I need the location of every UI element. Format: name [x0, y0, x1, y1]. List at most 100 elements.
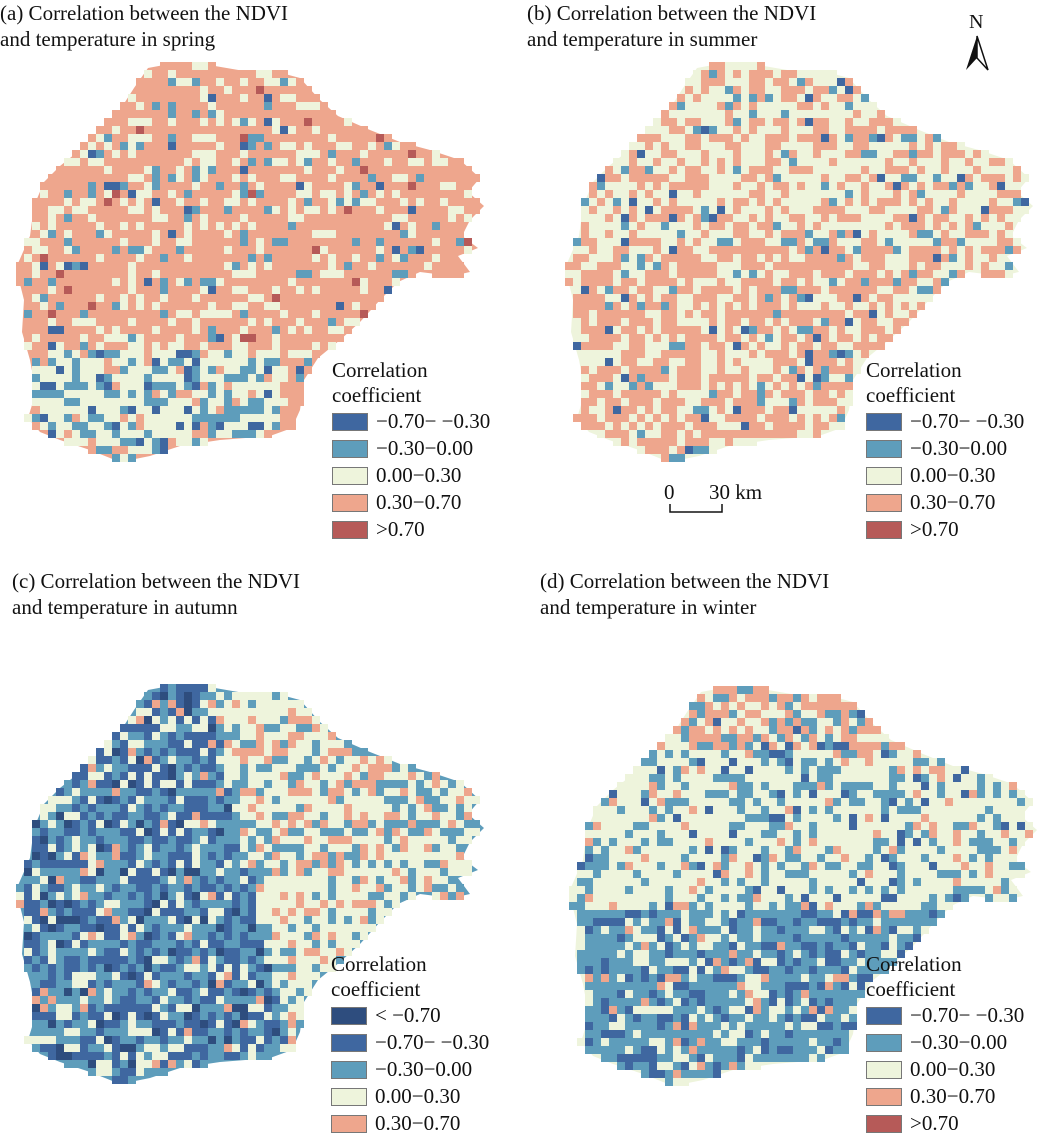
map-cell — [829, 270, 837, 278]
map-cell — [88, 246, 96, 254]
map-cell — [757, 262, 765, 270]
map-cell — [56, 238, 64, 246]
map-cell — [240, 756, 248, 764]
map-cell — [320, 206, 328, 214]
map-cell — [637, 278, 645, 286]
map-cell — [120, 764, 128, 772]
map-cell — [256, 318, 264, 326]
map-cell — [613, 342, 621, 350]
map-cell — [789, 206, 797, 214]
map-cell — [280, 230, 288, 238]
map-cell — [264, 270, 272, 278]
map-cell — [749, 406, 757, 414]
map-cell — [573, 334, 581, 342]
map-cell — [128, 214, 136, 222]
map-cell — [821, 110, 829, 118]
map-cell — [88, 158, 96, 166]
map-cell — [208, 86, 216, 94]
map-cell — [104, 756, 112, 764]
map-cell — [256, 708, 264, 716]
map-cell — [240, 860, 248, 868]
map-cell — [709, 102, 717, 110]
map-cell — [605, 318, 613, 326]
map-cell — [264, 422, 272, 430]
map-cell — [661, 342, 669, 350]
map-cell — [224, 222, 232, 230]
map-cell — [232, 844, 240, 852]
map-cell — [424, 876, 432, 884]
map-cell — [328, 828, 336, 836]
map-cell — [128, 414, 136, 422]
map-cell — [685, 430, 693, 438]
map-cell — [248, 254, 256, 262]
map-cell — [877, 110, 885, 118]
map-cell — [749, 166, 757, 174]
map-cell — [248, 190, 256, 198]
map-cell — [629, 182, 637, 190]
map-cell — [344, 286, 352, 294]
map-cell — [280, 422, 288, 430]
map-cell — [765, 294, 773, 302]
map-cell — [272, 214, 280, 222]
map-cell — [80, 398, 88, 406]
map-cell — [829, 238, 837, 246]
map-cell — [272, 206, 280, 214]
map-cell — [597, 182, 605, 190]
map-cell — [72, 788, 80, 796]
map-cell — [693, 326, 701, 334]
map-cell — [192, 366, 200, 374]
map-cell — [216, 262, 224, 270]
map-cell — [232, 222, 240, 230]
map-cell — [861, 198, 869, 206]
map-cell — [408, 772, 416, 780]
map-cell — [781, 374, 789, 382]
map-cell — [88, 406, 96, 414]
map-cell — [272, 182, 280, 190]
map-cell — [200, 374, 208, 382]
map-cell — [677, 174, 685, 182]
map-cell — [72, 238, 80, 246]
map-cell — [80, 374, 88, 382]
map-cell — [424, 238, 432, 246]
map-cell — [224, 748, 232, 756]
map-cell — [456, 190, 464, 198]
map-cell — [208, 70, 216, 78]
map-cell — [869, 118, 877, 126]
map-cell — [637, 206, 645, 214]
map-cell — [685, 190, 693, 198]
map-cell — [120, 270, 128, 278]
map-cell — [352, 134, 360, 142]
map-cell — [392, 182, 400, 190]
map-cell — [80, 430, 88, 438]
map-cell — [789, 422, 797, 430]
map-cell — [128, 772, 136, 780]
map-cell — [821, 358, 829, 366]
map-cell — [320, 318, 328, 326]
map-cell — [296, 812, 304, 820]
map-cell — [248, 198, 256, 206]
map-cell — [112, 780, 120, 788]
map-cell — [232, 422, 240, 430]
map-cell — [264, 732, 272, 740]
map-cell — [344, 828, 352, 836]
map-cell — [925, 182, 933, 190]
map-cell — [709, 254, 717, 262]
map-cell — [176, 342, 184, 350]
map-cell — [645, 406, 653, 414]
map-cell — [368, 788, 376, 796]
map-cell — [320, 812, 328, 820]
map-cell — [693, 430, 701, 438]
panel-b-map — [565, 62, 1033, 462]
map-cell — [152, 708, 160, 716]
map-cell — [136, 764, 144, 772]
map-cell — [232, 94, 240, 102]
map-cell — [877, 318, 885, 326]
map-cell — [328, 206, 336, 214]
map-cell — [168, 724, 176, 732]
map-cell — [160, 876, 168, 884]
map-cell — [352, 788, 360, 796]
map-cell — [328, 326, 336, 334]
map-cell — [232, 262, 240, 270]
map-cell — [272, 334, 280, 342]
map-cell — [941, 166, 949, 174]
